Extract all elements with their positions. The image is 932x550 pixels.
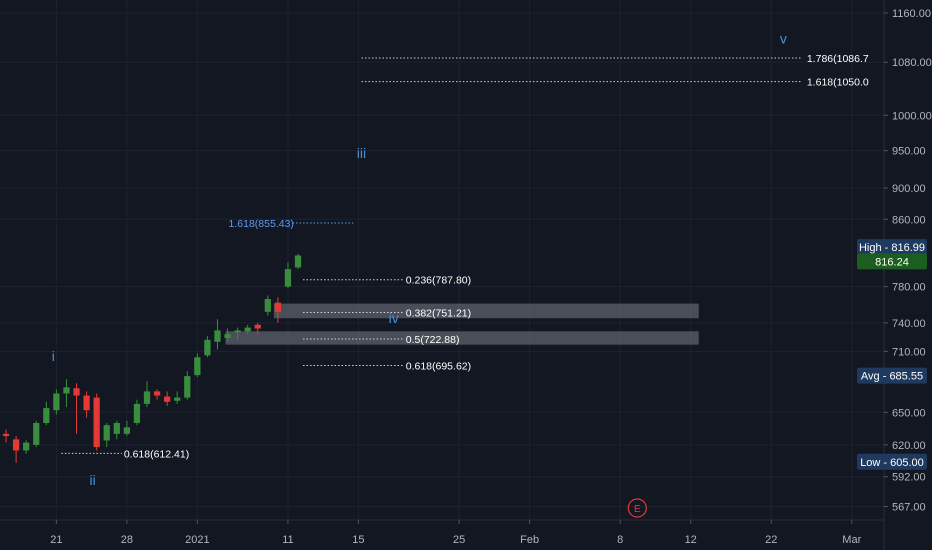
price-badge-label: 816.24 xyxy=(875,256,909,268)
candle-body xyxy=(133,403,141,423)
candle-body xyxy=(174,397,181,401)
fib-level-label: 0.382(751.21) xyxy=(406,308,471,320)
candle-body xyxy=(63,387,70,394)
candle-body xyxy=(113,422,120,434)
price-badge-label: Avg - 685.55 xyxy=(861,371,923,383)
candle-body xyxy=(214,330,221,342)
candle-body xyxy=(244,327,251,332)
price-badge xyxy=(857,453,927,470)
candle-body xyxy=(93,397,100,448)
x-tick-label: 8 xyxy=(617,534,623,546)
x-tick-label: 11 xyxy=(282,534,293,546)
candle-body xyxy=(123,427,130,434)
price-axis[interactable]: 1160.00 1080.00 1000.00 950.00 900.00 860.00 7… xyxy=(884,8,932,514)
candle-body xyxy=(33,422,40,445)
grid-layer xyxy=(0,0,884,520)
y-tick-label: 620.00 xyxy=(892,440,926,452)
candle-body xyxy=(53,393,60,411)
wave-label: iv xyxy=(389,310,399,326)
y-tick-label: 650.00 xyxy=(892,407,926,419)
x-tick-label: 2021 xyxy=(185,534,209,546)
candle-body xyxy=(43,408,50,423)
candle-body xyxy=(12,439,20,451)
x-tick-label: 12 xyxy=(685,534,697,546)
fib-layer: 1.786(1086.7 1.618(1050.0 1.618(855.43) 0.2… xyxy=(61,53,869,460)
price-badges: High - 816.99 816.24 Avg - 685.55 Low - 605… xyxy=(857,239,927,470)
y-tick-label: 1080.00 xyxy=(892,57,932,69)
candle-body xyxy=(164,396,171,402)
x-tick-label: Feb xyxy=(520,534,539,546)
candle-body xyxy=(2,433,10,437)
candle-body xyxy=(224,334,231,338)
fib-level-label: 0.5(722.88) xyxy=(406,334,460,346)
fib-level-label: 0.618(695.62) xyxy=(406,361,471,373)
fib-zone xyxy=(225,331,699,345)
price-badge xyxy=(857,239,927,256)
wave-label: i xyxy=(52,348,55,364)
x-tick-label: 25 xyxy=(453,534,465,546)
event-marker-circle xyxy=(627,498,647,518)
candle-body xyxy=(194,357,201,376)
wave-label: v xyxy=(780,30,787,46)
price-badge xyxy=(857,253,927,270)
price-badge xyxy=(857,367,927,384)
candles-layer xyxy=(2,253,302,463)
zones-layer xyxy=(225,303,699,345)
price-badge-label: High - 816.99 xyxy=(859,242,925,254)
candle-body xyxy=(264,299,271,312)
candle-body xyxy=(83,395,90,411)
y-tick-label: 710.00 xyxy=(892,346,926,358)
candle-body xyxy=(284,269,292,287)
y-tick-label: 780.00 xyxy=(892,282,926,294)
y-tick-label: 592.00 xyxy=(892,472,926,484)
candle-body xyxy=(204,339,211,356)
x-tick-label: 28 xyxy=(121,534,133,546)
event-marker[interactable]: E xyxy=(627,498,647,518)
candle-body xyxy=(143,391,151,404)
fib-level-label: 1.618(855.43) xyxy=(229,218,294,230)
x-tick-label: 22 xyxy=(765,534,777,546)
candle-body xyxy=(254,324,261,329)
time-axis[interactable]: 21 28 2021 11 15 25 Feb 8 12 22 Mar xyxy=(50,520,862,546)
fib-zone xyxy=(273,303,699,319)
y-tick-label: 1000.00 xyxy=(892,110,932,122)
fib-level-label: 0.618(612.41) xyxy=(124,448,189,460)
x-tick-label: 21 xyxy=(50,534,62,546)
fib-level-label: 1.618(1050.0 xyxy=(807,77,869,89)
wave-label: ii xyxy=(90,472,96,488)
candle-body xyxy=(153,391,161,396)
candle-body xyxy=(294,255,302,268)
wave-label: iii xyxy=(357,145,366,161)
candle-body xyxy=(103,425,110,441)
y-tick-label: 740.00 xyxy=(892,318,926,330)
candle-body xyxy=(234,330,241,333)
candle-body xyxy=(73,388,80,396)
fib-level-label: 0.236(787.80) xyxy=(406,275,471,287)
fib-level-label: 1.786(1086.7 xyxy=(807,53,869,65)
candle-body xyxy=(184,376,191,398)
candle-body xyxy=(23,442,30,451)
x-tick-label: Mar xyxy=(842,534,861,546)
y-tick-label: 900.00 xyxy=(892,183,926,195)
x-tick-label: 15 xyxy=(352,534,364,546)
y-tick-label: 567.00 xyxy=(892,501,926,513)
y-tick-label: 1160.00 xyxy=(892,8,931,20)
price-badge-label: Low - 605.00 xyxy=(860,457,924,469)
event-marker-label: E xyxy=(634,504,641,515)
candle-body xyxy=(274,302,282,312)
y-tick-label: 950.00 xyxy=(892,146,926,158)
y-tick-label: 860.00 xyxy=(892,214,926,226)
